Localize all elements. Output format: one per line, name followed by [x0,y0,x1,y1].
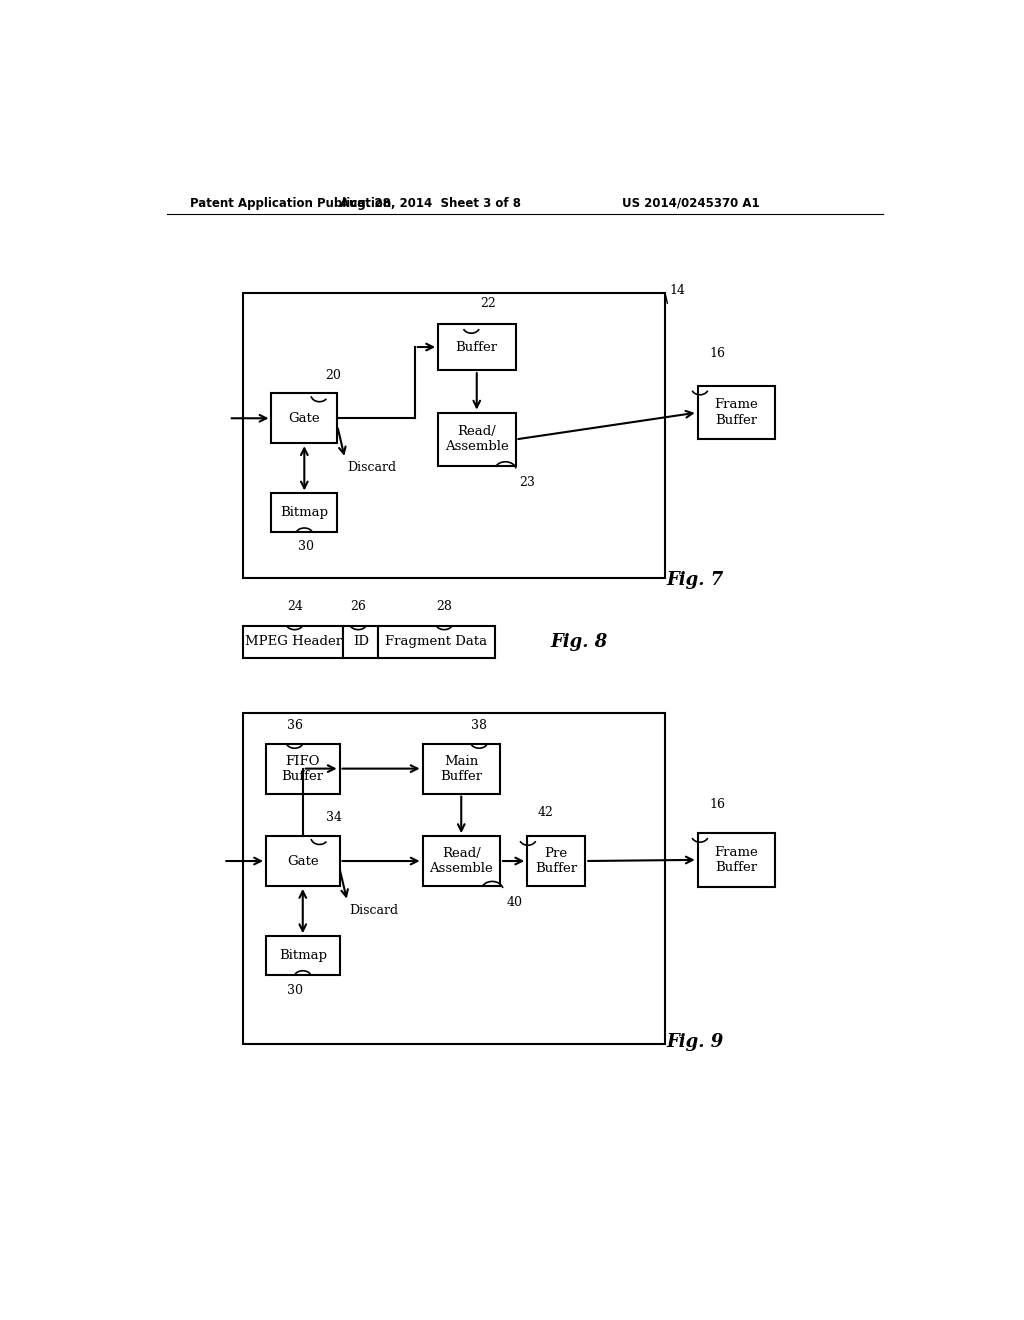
Bar [243,626,343,659]
Text: 16: 16 [710,347,725,360]
Text: Aug. 28, 2014  Sheet 3 of 8: Aug. 28, 2014 Sheet 3 of 8 [340,197,521,210]
Bar [438,412,515,466]
Text: 22: 22 [480,297,497,310]
Bar [343,626,378,659]
Text: ID: ID [353,635,369,648]
Bar [271,393,337,444]
Text: 24: 24 [287,601,302,614]
Text: Fig. 8: Fig. 8 [550,634,607,651]
Text: 40: 40 [506,896,522,909]
Text: Gate: Gate [287,854,318,867]
Text: MPEG Header: MPEG Header [245,635,342,648]
Text: Read/
Assemble: Read/ Assemble [444,425,509,454]
Text: 30: 30 [287,983,303,997]
Bar [423,743,500,793]
Text: Bitmap: Bitmap [281,506,329,519]
Text: Fragment Data: Fragment Data [385,635,487,648]
Text: 28: 28 [436,601,453,614]
Bar [266,743,340,793]
Bar [243,713,665,1044]
Text: FIFO
Buffer: FIFO Buffer [282,755,324,783]
Text: Discard: Discard [347,461,396,474]
Text: 30: 30 [298,540,314,553]
Text: Discard: Discard [349,904,398,917]
Text: 26: 26 [350,601,367,614]
Text: 38: 38 [471,719,487,733]
Text: 42: 42 [538,807,553,818]
Text: Frame
Buffer: Frame Buffer [715,399,758,426]
Bar [527,836,586,886]
Bar [697,385,775,440]
Text: Fig. 9: Fig. 9 [667,1034,724,1051]
Bar [378,626,495,659]
Bar [271,494,337,532]
Text: 34: 34 [326,812,342,825]
Text: Frame
Buffer: Frame Buffer [715,846,758,874]
Bar [266,836,340,886]
Text: 20: 20 [326,368,341,381]
Bar [697,833,775,887]
Text: Read/
Assemble: Read/ Assemble [429,847,494,875]
Text: 16: 16 [710,799,725,812]
Text: 14: 14 [669,284,685,297]
Text: Pre
Buffer: Pre Buffer [536,847,578,875]
Bar [423,836,500,886]
Text: 23: 23 [519,475,536,488]
Text: Bitmap: Bitmap [279,949,327,962]
Bar [266,936,340,974]
Text: Patent Application Publication: Patent Application Publication [190,197,391,210]
Text: Fig. 7: Fig. 7 [667,572,724,589]
Bar [438,323,515,370]
Text: Gate: Gate [289,412,321,425]
Bar [243,293,665,578]
Text: Main
Buffer: Main Buffer [440,755,482,783]
Text: Buffer: Buffer [456,341,498,354]
Text: US 2014/0245370 A1: US 2014/0245370 A1 [623,197,760,210]
Text: 36: 36 [287,719,303,733]
